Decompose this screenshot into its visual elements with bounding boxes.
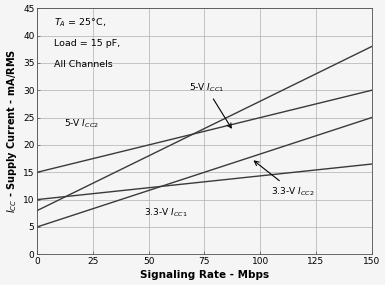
Text: 5-V $I_{CC1}$: 5-V $I_{CC1}$: [189, 81, 231, 128]
X-axis label: Signaling Rate - Mbps: Signaling Rate - Mbps: [140, 270, 269, 280]
Text: 3.3-V $I_{CC1}$: 3.3-V $I_{CC1}$: [144, 207, 188, 219]
Text: Load = 15 pF,: Load = 15 pF,: [54, 39, 120, 48]
Y-axis label: $I_{CC}$ - Supply Current - mA/RMS: $I_{CC}$ - Supply Current - mA/RMS: [5, 49, 19, 213]
Text: 5-V $I_{CC2}$: 5-V $I_{CC2}$: [64, 118, 99, 131]
Text: 3.3-V $I_{CC2}$: 3.3-V $I_{CC2}$: [254, 161, 315, 198]
Text: All Channels: All Channels: [54, 60, 113, 69]
Text: $T_A$ = 25°C,: $T_A$ = 25°C,: [54, 17, 106, 29]
